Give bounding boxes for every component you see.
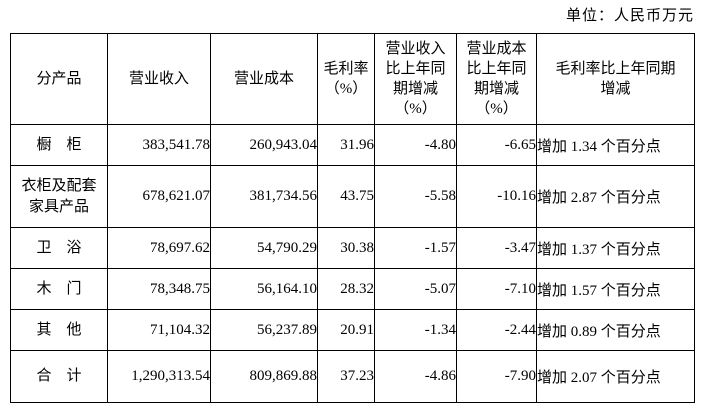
cell-revenue: 678,621.07 <box>107 165 211 228</box>
product-segment-table: 分产品 营业收入 营业成本 毛利率 （%） 营业收入 比上年同 期增减 （%） … <box>10 33 695 403</box>
cell-margin: 30.38 <box>317 227 375 269</box>
unit-label: 单位：人民币万元 <box>565 8 694 24</box>
cell-revenue-change: -1.57 <box>374 227 457 269</box>
cell-revenue: 71,104.32 <box>107 309 211 351</box>
cell-cost: 54,790.29 <box>210 227 318 269</box>
header-margin: 毛利率 （%） <box>317 33 375 125</box>
cell-margin: 43.75 <box>317 165 375 228</box>
cell-cost: 260,943.04 <box>210 124 318 166</box>
cell-cost-change: -6.65 <box>456 124 537 166</box>
cell-revenue: 78,348.75 <box>107 268 211 310</box>
header-margin-change: 毛利率比上年同期 增减 <box>536 33 695 125</box>
table-row: 衣柜及配套 家具产品 678,621.07 381,734.56 43.75 -5.58… <box>10 165 695 228</box>
cell-margin: 28.32 <box>317 268 375 310</box>
cell-revenue-change: -1.34 <box>374 309 457 351</box>
table-row: 木 门 78,348.75 56,164.10 28.32 -5.07 -7.10 增加 1… <box>10 268 695 310</box>
header-revenue-change: 营业收入 比上年同 期增减 （%） <box>374 33 457 125</box>
header-cost: 营业成本 <box>210 33 318 125</box>
cell-product: 橱 柜 <box>10 124 108 166</box>
table-header-row: 分产品 营业收入 营业成本 毛利率 （%） 营业收入 比上年同 期增减 （%） … <box>10 33 695 125</box>
table-row: 其 他 71,104.32 56,237.89 20.91 -1.34 -2.44 增加 0… <box>10 309 695 351</box>
cell-margin-change: 增加 1.57 个百分点 <box>536 268 695 310</box>
cell-margin-change: 增加 0.89 个百分点 <box>536 309 695 351</box>
cell-revenue-change: -5.07 <box>374 268 457 310</box>
cell-product: 合 计 <box>10 350 108 403</box>
table-body: 橱 柜 383,541.78 260,943.04 31.96 -4.80 -6.65 增加… <box>10 124 695 403</box>
cell-margin: 37.23 <box>317 350 375 403</box>
cell-margin-change: 增加 2.07 个百分点 <box>536 350 695 403</box>
header-cost-change: 营业成本 比上年同 期增减 （%） <box>456 33 537 125</box>
cell-cost-change: -3.47 <box>456 227 537 269</box>
table-row: 橱 柜 383,541.78 260,943.04 31.96 -4.80 -6.65 增加… <box>10 124 695 166</box>
cell-margin-change: 增加 1.37 个百分点 <box>536 227 695 269</box>
table-header: 分产品 营业收入 营业成本 毛利率 （%） 营业收入 比上年同 期增减 （%） … <box>10 33 695 125</box>
cell-product: 木 门 <box>10 268 108 310</box>
cell-product: 衣柜及配套 家具产品 <box>10 165 108 228</box>
header-revenue: 营业收入 <box>107 33 211 125</box>
cell-revenue: 1,290,313.54 <box>107 350 211 403</box>
cell-cost-change: -7.10 <box>456 268 537 310</box>
cell-revenue: 78,697.62 <box>107 227 211 269</box>
table-total-row: 合 计 1,290,313.54 809,869.88 37.23 -4.86 -7.90… <box>10 350 695 403</box>
cell-cost: 56,237.89 <box>210 309 318 351</box>
cell-revenue: 383,541.78 <box>107 124 211 166</box>
cell-cost: 809,869.88 <box>210 350 318 403</box>
cell-cost-change: -7.90 <box>456 350 537 403</box>
cell-revenue-change: -4.80 <box>374 124 457 166</box>
cell-cost: 381,734.56 <box>210 165 318 228</box>
cell-margin-change: 增加 1.34 个百分点 <box>536 124 695 166</box>
cell-revenue-change: -5.58 <box>374 165 457 228</box>
header-product: 分产品 <box>10 33 108 125</box>
cell-margin: 31.96 <box>317 124 375 166</box>
cell-product: 其 他 <box>10 309 108 351</box>
cell-margin: 20.91 <box>317 309 375 351</box>
cell-revenue-change: -4.86 <box>374 350 457 403</box>
cell-cost-change: -10.16 <box>456 165 537 228</box>
cell-margin-change: 增加 2.87 个百分点 <box>536 165 695 228</box>
cell-product: 卫 浴 <box>10 227 108 269</box>
cell-cost-change: -2.44 <box>456 309 537 351</box>
table-row: 卫 浴 78,697.62 54,790.29 30.38 -1.57 -3.47 增加 1… <box>10 227 695 269</box>
cell-cost: 56,164.10 <box>210 268 318 310</box>
